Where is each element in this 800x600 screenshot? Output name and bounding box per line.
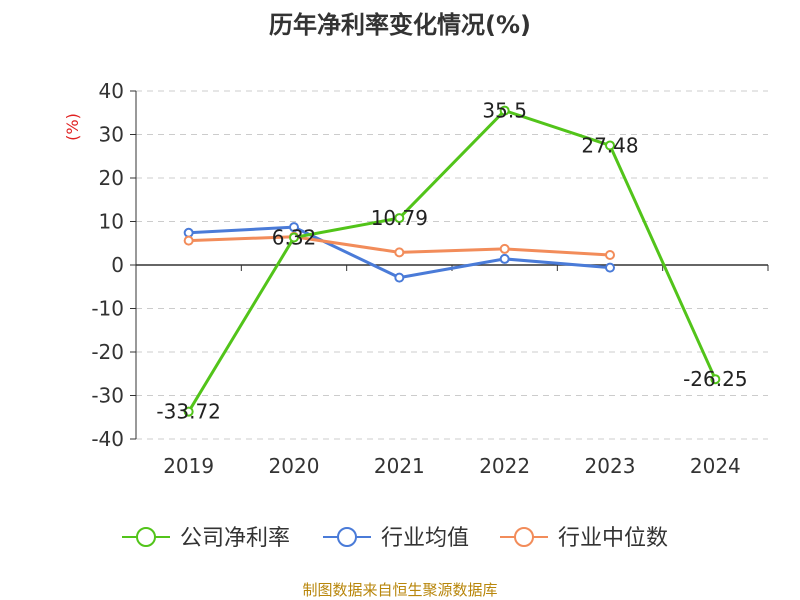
- series-lines: [183, 105, 721, 417]
- data-point: [605, 140, 615, 151]
- legend-marker: [514, 527, 534, 547]
- legend-marker: [337, 527, 357, 547]
- legend-label: 行业均值: [381, 526, 469, 551]
- data-point: [394, 272, 405, 283]
- data-point: [605, 249, 615, 260]
- legend-marker: [136, 527, 156, 547]
- legend: 公司净利率 行业均值 行业中位数: [122, 526, 668, 551]
- legend-label: 行业中位数: [558, 526, 668, 551]
- y-tick-label: 20: [99, 166, 124, 190]
- data-point: [499, 105, 510, 116]
- y-tick-label: 0: [111, 253, 124, 277]
- legend-item: 行业均值: [323, 526, 469, 551]
- data-label: -33.72: [156, 400, 220, 424]
- data-point: [183, 235, 194, 246]
- data-point: [289, 222, 299, 233]
- legend-label: 公司净利率: [180, 526, 290, 551]
- data-point: [710, 374, 721, 385]
- x-tick-label: 2021: [374, 454, 425, 478]
- x-tick-label: 2022: [479, 454, 530, 478]
- data-point: [499, 253, 510, 264]
- data-point: [605, 262, 615, 273]
- y-tick-label: -30: [91, 384, 124, 408]
- data-point: [499, 243, 510, 254]
- y-tick-label: -20: [91, 340, 124, 364]
- chart-title: 历年净利率变化情况(%): [269, 11, 531, 39]
- source-note: 制图数据来自恒生聚源数据库: [302, 581, 497, 599]
- data-label: 6.32: [272, 226, 317, 250]
- data-label: -26.25: [683, 367, 747, 391]
- data-labels: -33.72 6.32 10.79 35.5 27.48 -26.25: [156, 99, 747, 424]
- y-axis-label: (%): [63, 113, 82, 141]
- axes: 40 30 20 10 0 -10 -20 -30 -40 2019 2020 2021 2022 202…: [91, 79, 769, 478]
- data-label: 35.5: [482, 99, 527, 123]
- legend-item: 行业中位数: [500, 526, 668, 551]
- data-point: [394, 247, 405, 258]
- y-tick-label: -40: [91, 427, 124, 451]
- data-point: [183, 406, 194, 417]
- legend-item: 公司净利率: [122, 526, 290, 551]
- x-tick-label: 2020: [269, 454, 320, 478]
- y-tick-label: 40: [99, 79, 124, 103]
- x-tick-label: 2019: [163, 454, 214, 478]
- y-tick-label: 10: [99, 210, 124, 234]
- x-tick-label: 2024: [690, 454, 741, 478]
- data-point: [289, 232, 299, 243]
- data-label: 10.79: [371, 206, 428, 230]
- y-tick-label: -10: [91, 297, 124, 321]
- x-tick-label: 2023: [585, 454, 636, 478]
- y-tick-label: 30: [99, 123, 124, 147]
- series-line: [187, 109, 717, 413]
- data-label: 27.48: [581, 133, 638, 157]
- data-point: [183, 227, 194, 238]
- data-point: [394, 213, 405, 224]
